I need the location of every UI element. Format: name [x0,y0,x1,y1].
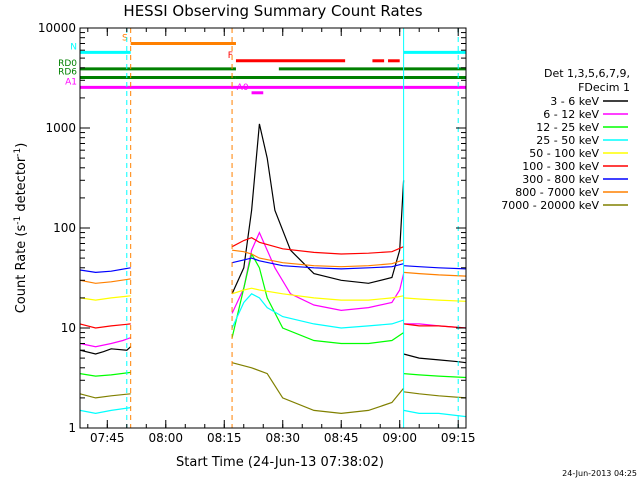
y-axis-label-main: Count Rate (s [14,225,29,314]
x-axis-label: Start Time (24-Jun-13 07:38:02) [176,455,384,470]
series-line-300-800-kev-seg2 [231,257,404,270]
y-tick-label-10: 10 [61,321,76,335]
series-layer [79,123,467,418]
flag-label-rd0: RD0 [58,59,77,69]
series-line-12-25-kev-seg1 [79,371,131,377]
flag-label-s: S [122,33,128,43]
x-tick-label-0800: 08:00 [148,431,183,445]
legend-label-3-6-kev: 3 - 6 keV [550,95,599,108]
series-line-25-50-kev-seg2 [231,293,404,329]
series-line-800-7000-kev-seg2 [232,249,404,268]
series-line-12-25-kev-seg3 [403,373,467,379]
x-tick-label-0830: 08:30 [265,431,300,445]
y-axis-label-end: ) [14,143,29,148]
flag-label-a1: A1 [65,77,77,87]
series-line-50-100-kev-seg1 [79,295,131,301]
legend-label-100-300-kev: 100 - 300 keV [522,160,599,173]
y-tick-label-1000: 1000 [45,121,76,135]
series-line-7000-20000-kev-seg1 [79,393,131,399]
legend-label-50-100-kev: 50 - 100 keV [529,147,599,160]
series-line-3-6-kev-seg3 [403,353,467,364]
x-axis: 07:45 08:00 08:15 08:30 08:45 09:00 09:15 [87,28,476,445]
x-tick-label-0845: 08:45 [324,431,359,445]
legend-label-300-800-kev: 300 - 800 keV [522,173,599,186]
series-line-7000-20000-kev-seg2 [231,362,405,415]
legend-label-12-25-kev: 12 - 25 keV [536,121,599,134]
y-axis-label-sup2: -1 [13,148,23,157]
series-line-100-300-kev-seg2 [231,237,404,255]
series-line-7000-20000-kev-seg3 [403,391,467,399]
y-tick-label-1: 1 [68,421,76,435]
flag-label-rd6: RD6 [58,67,77,77]
series-line-800-7000-kev-seg1 [79,278,131,284]
x-tick-label-0915: 09:15 [441,431,476,445]
series-line-300-800-kev-seg1 [79,267,131,274]
legend-label-6-12-kev: 6 - 12 keV [543,108,599,121]
series-line-25-50-kev-seg1 [79,407,131,415]
series-line-800-7000-kev-seg3 [403,271,467,277]
series-line-6-12-kev-seg1 [79,337,131,348]
series-line-25-50-kev-seg3 [403,409,467,418]
legend-label-7000-20000-kev: 7000 - 20000 keV [501,199,599,212]
legend-title-2: FDecim 1 [578,81,630,94]
series-line-50-100-kev-seg2 [231,287,404,301]
y-tick-label-100: 100 [53,221,76,235]
x-tick-label-0745: 07:45 [90,431,125,445]
series-line-300-800-kev-seg3 [403,265,467,270]
series-line-6-12-kev-seg2 [231,231,405,314]
x-tick-label-0815: 08:15 [207,431,242,445]
y-axis-label: Count Rate (s-1 detector-1) [13,143,29,314]
x-tick-label-0900: 09:00 [382,431,417,445]
flag-bars-layer: SNFRD0RD6A0A1 [58,33,466,95]
y-axis: 1 10 100 1000 10000 [38,21,466,435]
flag-label-n: N [70,42,77,52]
series-line-100-300-kev-seg3 [403,323,467,329]
series-line-50-100-kev-seg3 [403,297,467,302]
legend-title-1: Det 1,3,5,6,7,9, [544,67,630,80]
chart-title: HESSI Observing Summary Count Rates [123,2,422,20]
legend-label-800-7000-kev: 800 - 7000 keV [515,186,599,199]
series-line-12-25-kev-seg2 [231,252,404,345]
series-line-100-300-kev-seg1 [79,323,131,329]
series-line-3-6-kev-seg1 [79,346,132,355]
flag-label-f: F [228,51,233,61]
y-axis-label-sup1: -1 [13,216,23,225]
y-axis-label-mid: detector [14,156,29,216]
footer-date: 24-Jun-2013 04:25 [562,469,637,478]
legend-label-25-50-kev: 25 - 50 keV [536,134,599,147]
y-tick-label-10000: 10000 [38,21,76,35]
